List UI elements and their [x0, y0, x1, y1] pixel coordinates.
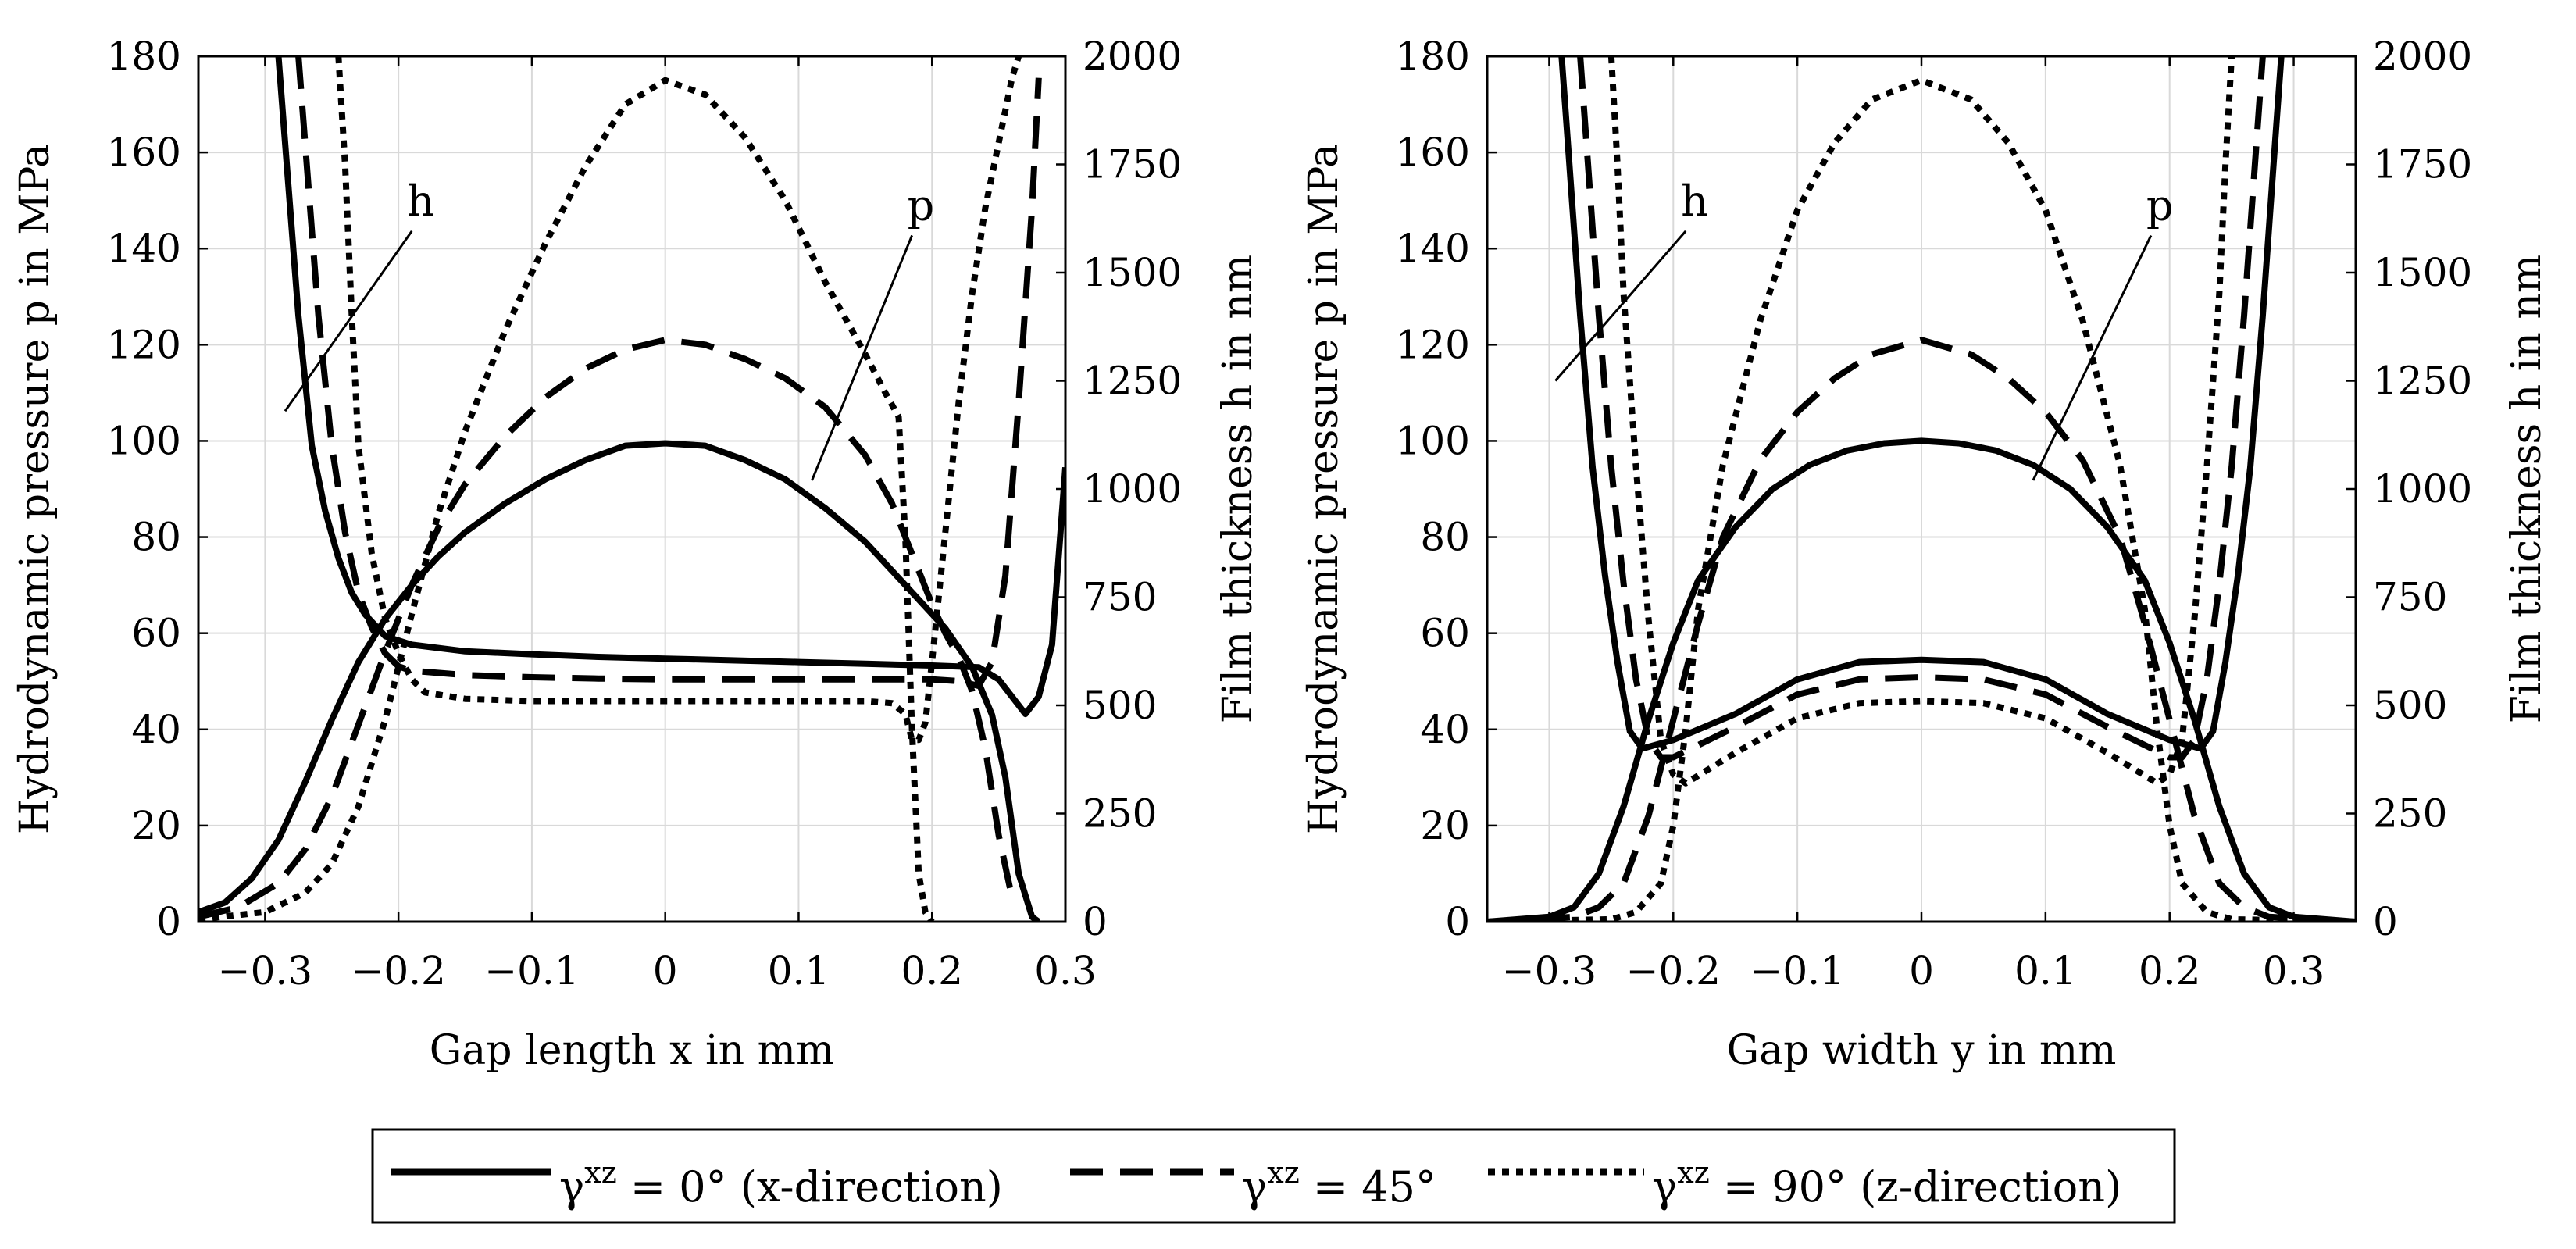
legend-text: = 90° (z-direction) [1710, 1162, 2121, 1212]
annotation-label-p: p [2146, 180, 2174, 230]
legend-symbol: γ [1242, 1162, 1267, 1212]
y-right-tick-label: 1000 [1083, 466, 1182, 512]
y-left-tick-label: 60 [1420, 611, 1470, 656]
x-tick-label: 0.2 [901, 948, 963, 994]
annotation-leader-p [811, 234, 914, 481]
y-left-tick-label: 160 [107, 130, 181, 175]
legend-text: = 0° (x-direction) [617, 1162, 1003, 1212]
y-right-tick-label: 750 [2373, 575, 2447, 620]
y-axis-right-label: Film thickness h in nm [2503, 255, 2550, 723]
plot-frame [1486, 55, 2357, 923]
x-tick-label: −0.1 [1750, 948, 1844, 994]
chart-panel-gap-length: −0.3 −0.2 −0.1 0 0.1 0.2 0.3020406080100120140… [12, 34, 1261, 1074]
y-left-tick-label: 20 [1420, 803, 1470, 848]
y-right-tick-label: 500 [1083, 683, 1157, 728]
x-axis-label: Gap length x in mm [430, 1027, 835, 1074]
legend-symbol: γ [1652, 1162, 1677, 1212]
y-left-tick-label: 140 [1396, 226, 1470, 271]
y-right-tick-label: 1500 [2373, 250, 2472, 295]
legend-label-0: γxz = 0° (x-direction) [559, 1155, 1003, 1212]
series-h-gamma-90-line [335, 56, 1022, 744]
y-left-tick-label: 0 [1445, 899, 1470, 944]
y-left-tick-label: 140 [107, 226, 181, 271]
series-p-gamma-45-line [198, 337, 1015, 920]
y-left-tick-label: 160 [1396, 130, 1470, 175]
x-tick-label: 0 [1909, 948, 1934, 994]
y-right-tick-label: 1500 [1083, 250, 1182, 295]
series-group [1487, 56, 2356, 922]
y-axis-right-label: Film thickness h in nm [1215, 255, 1261, 723]
y-left-tick-label: 120 [107, 322, 181, 367]
y-left-tick-label: 40 [131, 707, 181, 752]
x-tick-label: −0.3 [218, 948, 312, 994]
y-left-tick-label: 80 [1420, 515, 1470, 560]
y-right-tick-label: 2000 [2373, 34, 2472, 79]
y-axis-left-label: Hydrodynamic pressure p in MPa [12, 144, 59, 834]
y-left-tick-label: 40 [1420, 707, 1470, 752]
x-tick-label: −0.1 [484, 948, 579, 994]
annotation-leader-h [284, 230, 413, 412]
y-right-tick-label: 2000 [1083, 34, 1182, 79]
x-tick-label: −0.2 [351, 948, 445, 994]
series-p-gamma-0-line [1487, 437, 2356, 922]
y-left-tick-label: 180 [1396, 34, 1470, 79]
y-right-tick-label: 1750 [2373, 142, 2472, 187]
x-tick-label: 0.2 [2139, 948, 2201, 994]
x-tick-label: 0.1 [2014, 948, 2077, 994]
legend-superscript: xz [1267, 1155, 1299, 1190]
legend-superscript: xz [584, 1155, 616, 1190]
y-left-tick-label: 80 [131, 515, 181, 560]
y-right-tick-label: 1250 [1083, 359, 1182, 404]
series-h-gamma-0-line [1558, 56, 2285, 752]
series-p-gamma-0-line [198, 440, 1041, 922]
series-group [198, 56, 1065, 922]
annotation-leader-p [2032, 234, 2153, 481]
annotation-label-p: p [908, 180, 935, 230]
x-tick-label: −0.3 [1502, 948, 1597, 994]
legend-text: = 45° [1300, 1162, 1436, 1212]
y-right-tick-label: 250 [2373, 791, 2447, 837]
legend-symbol: γ [559, 1162, 584, 1212]
y-right-tick-label: 750 [1083, 575, 1157, 620]
x-tick-label: −0.2 [1626, 948, 1721, 994]
legend-superscript: xz [1677, 1155, 1709, 1190]
series-h-gamma-45-line [295, 56, 1042, 690]
y-left-tick-label: 20 [131, 803, 181, 848]
x-tick-label: 0.1 [768, 948, 830, 994]
x-tick-label: 0.3 [2263, 948, 2325, 994]
y-right-tick-label: 0 [1083, 899, 1108, 944]
y-right-tick-label: 1750 [1083, 142, 1182, 187]
plot-frame [197, 55, 1067, 923]
series-p-gamma-45-line [1487, 337, 2356, 922]
y-axis-left-label: Hydrodynamic pressure p in MPa [1300, 144, 1347, 834]
y-left-tick-label: 180 [107, 34, 181, 79]
y-left-tick-label: 120 [1396, 322, 1470, 367]
y-right-tick-label: 250 [1083, 791, 1157, 837]
series-h-gamma-45-line [1577, 56, 2266, 761]
y-right-tick-label: 1000 [2373, 466, 2472, 512]
y-left-tick-label: 0 [156, 899, 181, 944]
annotation-leader-h [1554, 230, 1687, 382]
annotation-label-h: h [1681, 177, 1708, 226]
series-h-gamma-90-line [1607, 56, 2235, 787]
series-p-gamma-90-line [198, 77, 935, 922]
y-right-tick-label: 500 [2373, 683, 2447, 728]
legend-label-2: γxz = 90° (z-direction) [1652, 1155, 2121, 1212]
y-left-tick-label: 100 [1396, 418, 1470, 463]
x-axis-label: Gap width y in mm [1727, 1027, 2117, 1074]
y-left-tick-label: 60 [131, 611, 181, 656]
legend-label-1: γxz = 45° [1242, 1155, 1436, 1212]
x-tick-label: 0.3 [1034, 948, 1097, 994]
y-left-tick-label: 100 [107, 418, 181, 463]
annotation-label-h: h [407, 177, 434, 226]
chart-panel-gap-width: −0.3 −0.2 −0.1 0 0.1 0.2 0.3 0 20 40 60 80 100 120 140… [1300, 34, 2550, 1074]
legend: γxz = 0° (x-direction) γxz = 45° γxz = 9… [371, 1128, 2176, 1224]
y-right-tick-label: 1250 [2373, 359, 2472, 404]
legend-box [371, 1128, 2176, 1224]
x-tick-label: 0 [653, 948, 678, 994]
y-right-tick-label: 0 [2373, 899, 2398, 944]
series-h-gamma-0-line [275, 56, 1065, 718]
